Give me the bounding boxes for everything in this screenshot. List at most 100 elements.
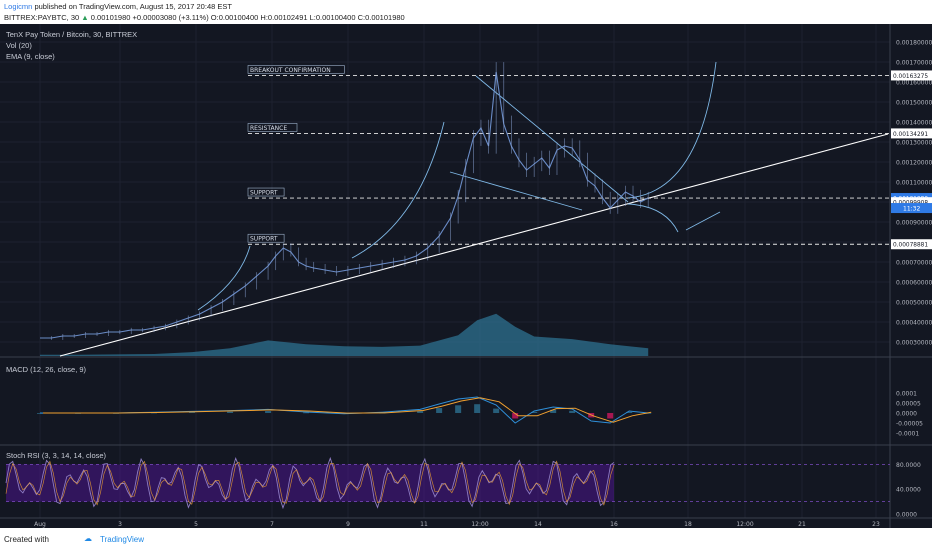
time-axis-tick: 9 bbox=[346, 521, 350, 528]
level-price-label: 0.00163275 bbox=[893, 74, 928, 80]
macd-histogram-bar bbox=[569, 410, 576, 413]
time-axis-tick: 5 bbox=[194, 521, 198, 528]
volume-indicator-label: Vol (20) bbox=[6, 41, 32, 50]
curve-arrow-2 bbox=[197, 245, 251, 311]
volume-area bbox=[40, 313, 649, 356]
level-label: SUPPORT bbox=[250, 236, 278, 243]
symbol-info: BITTREX:PAYBTC, 30 ▲ 0.00101980 +0.00003… bbox=[4, 13, 405, 22]
chart-footer: Created with ☁ TradingView bbox=[0, 528, 932, 550]
level-price-box bbox=[891, 197, 932, 208]
tradingview-logo-icon[interactable]: ☁ bbox=[84, 534, 92, 543]
time-axis: Aug 3 5 7 9 11 12:00 14 16 18 12:00 21 23 bbox=[34, 521, 880, 528]
macd-histogram-bar bbox=[531, 411, 538, 413]
macd-axis-tick: -0.00005 bbox=[896, 421, 923, 428]
level-price-box bbox=[891, 128, 932, 139]
time-axis-tick: 18 bbox=[684, 521, 692, 528]
level-price-label: 0.00078881 bbox=[893, 243, 928, 249]
price-axis-tick: 0.00180000 bbox=[896, 40, 932, 47]
tradingview-link[interactable]: TradingView bbox=[100, 535, 145, 544]
level-label-box bbox=[247, 187, 285, 197]
macd-histogram-bar bbox=[626, 411, 633, 413]
macd-lines bbox=[40, 396, 652, 424]
stoch-rsi-axis-tick: 80.0000 bbox=[896, 462, 921, 469]
price-axis-tick: 0.00160000 bbox=[896, 80, 932, 87]
grid bbox=[0, 24, 890, 518]
stoch-rsi-d-line bbox=[5, 460, 615, 506]
macd-histogram-bar bbox=[512, 413, 519, 419]
macd-histogram-bar bbox=[436, 408, 443, 413]
level-price-label: 0.00134291 bbox=[893, 132, 928, 138]
macd-histogram-bar bbox=[303, 412, 310, 414]
rebound-arrow bbox=[685, 211, 721, 231]
breakout-arrow bbox=[627, 61, 717, 199]
volume-bars bbox=[40, 313, 649, 356]
chart-canvas[interactable]: TenX Pay Token / Bitcoin, 30, BITTREX Vo… bbox=[0, 24, 932, 528]
wedge-lower-line bbox=[449, 171, 583, 211]
macd-histogram-bar bbox=[474, 404, 481, 413]
stoch-rsi-fill bbox=[6, 464, 614, 502]
time-axis-tick: 21 bbox=[798, 521, 806, 528]
countdown-box bbox=[891, 203, 932, 214]
macd-axis-tick: 0.0000 bbox=[896, 411, 917, 418]
price-axis-labels: 0.001632750.001342910.001019800.00099908… bbox=[891, 70, 932, 250]
price-axis-tick: 0.00090000 bbox=[896, 220, 932, 227]
ema-indicator-label: EMA (9, close) bbox=[6, 52, 55, 61]
horizontal-levels: BREAKOUT CONFIRMATION RESISTANCE SUPPORT SU… bbox=[247, 65, 890, 245]
price-series bbox=[40, 62, 649, 340]
price-axis-tick: 0.00070000 bbox=[896, 260, 932, 267]
price-axis-tick: 0.00050000 bbox=[896, 300, 932, 307]
time-axis-tick: 23 bbox=[872, 521, 880, 528]
publish-text: published on TradingView.com, August 15,… bbox=[34, 2, 232, 11]
time-axis-tick: 16 bbox=[610, 521, 618, 528]
countdown-label: 11:32 bbox=[903, 206, 920, 213]
level-label: RESISTANCE bbox=[250, 125, 287, 132]
author-link[interactable]: Logicmn bbox=[4, 2, 33, 11]
price-axis-tick: 0.00140000 bbox=[896, 120, 932, 127]
macd-axis-tick: 0.0001 bbox=[896, 391, 917, 398]
price-axis-tick: 0.00110000 bbox=[896, 180, 932, 187]
level-label-box bbox=[247, 65, 345, 74]
level-price-box bbox=[891, 239, 932, 250]
time-axis-tick: 3 bbox=[118, 521, 122, 528]
up-arrow-icon: ▲ bbox=[81, 13, 89, 22]
macd-histogram-bar bbox=[645, 413, 652, 414]
time-axis-tick: 12:00 bbox=[736, 521, 753, 528]
stoch-rsi-axis-tick: 0.0000 bbox=[896, 512, 917, 519]
level-price-box bbox=[891, 70, 932, 81]
curve-arrow-1 bbox=[351, 121, 445, 259]
macd-histogram-bar bbox=[607, 413, 614, 419]
macd-axis: 0.0001 0.00005 0.0000 -0.00005 -0.0001 bbox=[896, 391, 923, 438]
macd-axis-tick: -0.0001 bbox=[896, 431, 919, 438]
macd-axis-tick: 0.00005 bbox=[896, 401, 921, 408]
stoch-rsi-k-line bbox=[5, 456, 615, 510]
macd-histogram-bar bbox=[189, 412, 196, 413]
ohlc-values: O:0.00100400 H:0.00102491 L:0.00100400 C… bbox=[210, 13, 405, 22]
level-label: SUPPORT bbox=[250, 190, 278, 197]
publish-info: Logicmn published on TradingView.com, Au… bbox=[4, 2, 232, 11]
price-axis-tick: 0.00170000 bbox=[896, 60, 932, 67]
time-axis-tick: 12:00 bbox=[471, 521, 488, 528]
level-label-box bbox=[247, 123, 298, 132]
time-axis-tick: 14 bbox=[534, 521, 542, 528]
macd-histogram-bar bbox=[227, 411, 234, 413]
price-axis-tick: 0.00150000 bbox=[896, 100, 932, 107]
macd-signal-line bbox=[43, 397, 652, 423]
time-axis-tick: Aug bbox=[34, 521, 46, 528]
stoch-rsi-lines bbox=[5, 456, 615, 510]
macd-histogram-bar bbox=[455, 405, 462, 413]
stoch-rsi-axis: 80.0000 40.0000 0.0000 bbox=[896, 462, 921, 519]
macd-histogram-bar bbox=[417, 411, 424, 413]
created-with-label: Created with bbox=[4, 535, 49, 544]
price-axis: 0.00180000 0.00170000 0.00160000 0.00150000… bbox=[896, 40, 932, 347]
macd-histogram-bar bbox=[493, 408, 500, 413]
macd-indicator-label: MACD (12, 26, close, 9) bbox=[6, 365, 87, 374]
price-axis-tick: 0.00060000 bbox=[896, 280, 932, 287]
ascending-trendline bbox=[59, 133, 889, 357]
last-price: 0.00101980 bbox=[90, 13, 131, 22]
price-axis-tick: 0.00040000 bbox=[896, 320, 932, 327]
level-label: BREAKOUT CONFIRMATION bbox=[250, 67, 331, 74]
price-axis-tick: 0.00120000 bbox=[896, 160, 932, 167]
chart-header: Logicmn published on TradingView.com, Au… bbox=[0, 0, 932, 24]
chart-background bbox=[0, 24, 932, 528]
symbol-label: BITTREX:PAYBTC, 30 bbox=[4, 13, 80, 22]
